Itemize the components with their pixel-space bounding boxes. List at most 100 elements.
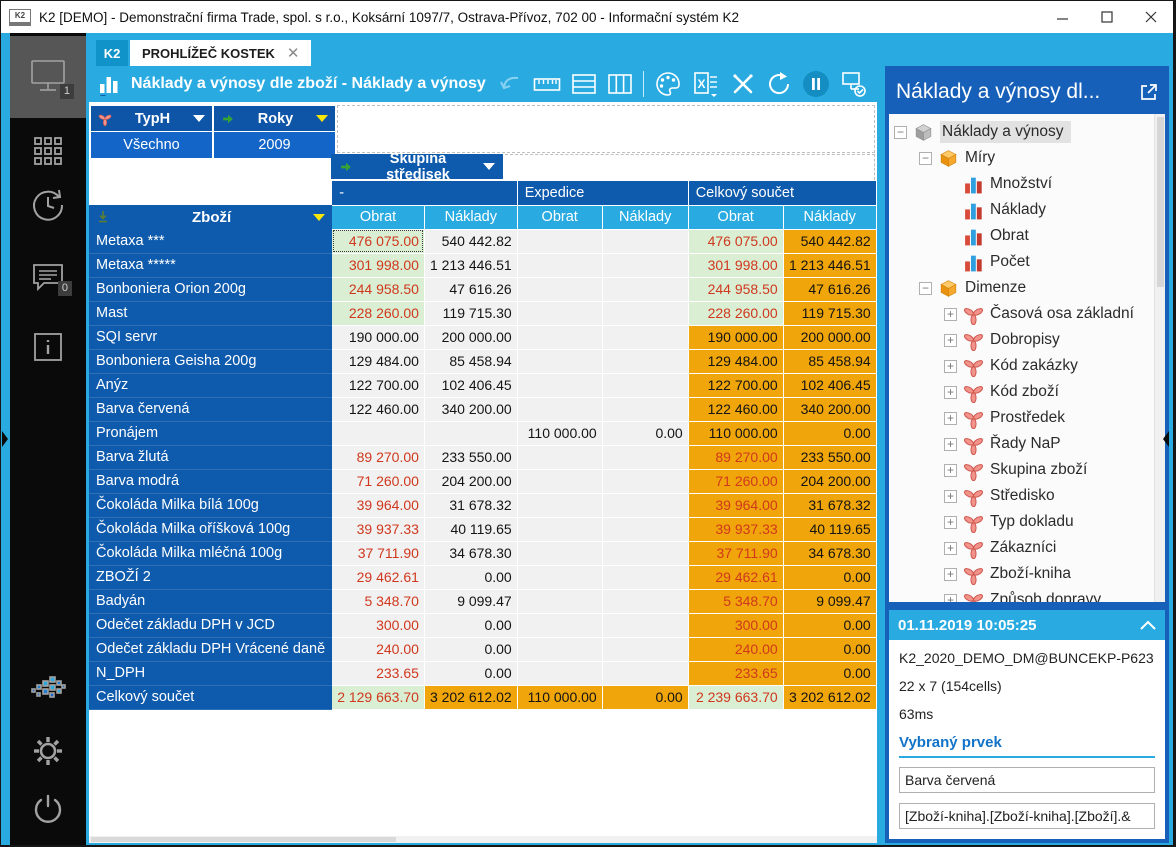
data-cell[interactable]: 240.00 (688, 637, 784, 662)
tree-item[interactable]: − Dimenze (889, 275, 1153, 301)
connection-check-icon[interactable] (840, 70, 868, 98)
sidebar-item-history[interactable] (10, 185, 86, 225)
maximize-button[interactable] (1085, 1, 1129, 33)
data-cell[interactable]: 31 678.32 (783, 493, 877, 518)
data-cell[interactable]: 0.00 (783, 421, 877, 446)
data-cell[interactable]: 228 260.00 (332, 301, 425, 326)
filter-value[interactable]: Všechno (91, 132, 212, 158)
data-cell[interactable] (602, 253, 689, 278)
tree-item[interactable]: + Způsob dopravy (889, 587, 1153, 602)
data-cell[interactable]: 233.65 (332, 661, 425, 686)
tree-item[interactable]: + Typ dokladu (889, 509, 1153, 535)
tree-item[interactable]: Obrat (889, 223, 1153, 249)
tree-expander[interactable]: + (944, 489, 957, 503)
data-cell[interactable]: 0.00 (602, 421, 689, 446)
data-cell[interactable] (424, 421, 518, 446)
data-cell[interactable]: 34 678.30 (783, 541, 877, 566)
data-cell[interactable]: 5 348.70 (332, 589, 425, 614)
data-cell[interactable] (517, 229, 603, 254)
tree-expander[interactable]: + (944, 515, 957, 529)
filter-value[interactable]: 2009 (214, 132, 335, 158)
row-label[interactable]: Barva žlutá (89, 445, 333, 470)
tree-item[interactable]: + Prostředek (889, 405, 1153, 431)
data-cell[interactable]: 39 937.33 (688, 517, 784, 542)
data-cell[interactable]: 0.00 (424, 565, 518, 590)
sidebar-item-info[interactable] (10, 331, 86, 363)
sidebar-item-modules[interactable] (10, 135, 86, 167)
data-cell[interactable] (332, 421, 425, 446)
ruler-icon[interactable] (533, 71, 561, 97)
row-label[interactable]: Čokoláda Milka mléčná 100g (89, 541, 333, 566)
data-cell[interactable]: 47 616.26 (783, 277, 877, 302)
data-cell[interactable]: 300.00 (332, 613, 425, 638)
tree-item[interactable]: + Řady NaP (889, 431, 1153, 457)
measure-header[interactable]: Obrat (517, 205, 603, 230)
data-cell[interactable]: 0.00 (783, 565, 877, 590)
measure-header[interactable]: Náklady (783, 205, 877, 230)
data-cell[interactable]: 3 202 612.02 (424, 685, 518, 710)
data-cell[interactable] (517, 349, 603, 374)
data-cell[interactable]: 39 964.00 (688, 493, 784, 518)
columns-layout-icon[interactable] (607, 71, 633, 97)
row-label[interactable]: ZBOŽÍ 2 (89, 565, 333, 590)
data-cell[interactable]: 0.00 (424, 661, 518, 686)
tree-expander[interactable]: − (919, 151, 932, 165)
excel-export-icon[interactable]: X (692, 70, 720, 98)
tree-expander[interactable]: + (944, 437, 957, 451)
row-label[interactable]: Anýz (89, 373, 333, 398)
row-label[interactable]: Odečet základu DPH v JCD (89, 613, 333, 638)
data-cell[interactable] (517, 325, 603, 350)
data-cell[interactable] (602, 541, 689, 566)
data-cell[interactable] (517, 541, 603, 566)
data-cell[interactable] (602, 661, 689, 686)
open-external-icon[interactable] (1139, 83, 1158, 102)
data-cell[interactable] (517, 517, 603, 542)
data-cell[interactable]: 129 484.00 (332, 349, 425, 374)
scrollbar-thumb[interactable] (91, 837, 396, 842)
dropdown-arrow-icon[interactable] (316, 115, 328, 122)
data-cell[interactable] (517, 253, 603, 278)
selected-element-value[interactable]: Barva červená (899, 767, 1155, 793)
tree-item[interactable]: Množství (889, 171, 1153, 197)
query-info-header[interactable]: 01.11.2019 10:05:25 (889, 610, 1165, 640)
data-cell[interactable] (517, 493, 603, 518)
data-cell[interactable] (602, 613, 689, 638)
data-cell[interactable]: 5 348.70 (688, 589, 784, 614)
data-cell[interactable]: 37 711.90 (332, 541, 425, 566)
undo-icon[interactable] (497, 71, 523, 97)
data-cell[interactable]: 9 099.47 (783, 589, 877, 614)
data-cell[interactable] (602, 397, 689, 422)
data-cell[interactable]: 85 458.94 (424, 349, 518, 374)
data-cell[interactable]: 29 462.61 (688, 565, 784, 590)
data-cell[interactable] (517, 469, 603, 494)
tree-expander[interactable]: + (944, 333, 957, 347)
data-cell[interactable] (517, 397, 603, 422)
tree-item[interactable]: + Středisko (889, 483, 1153, 509)
data-cell[interactable] (602, 565, 689, 590)
data-cell[interactable]: 233 550.00 (424, 445, 518, 470)
tree-expander[interactable]: + (944, 385, 957, 399)
data-cell[interactable]: 31 678.32 (424, 493, 518, 518)
data-cell[interactable]: 0.00 (783, 661, 877, 686)
data-cell[interactable]: 300.00 (688, 613, 784, 638)
tab-k2-home[interactable]: K2 (96, 40, 128, 66)
row-label[interactable]: N_DPH (89, 661, 333, 686)
column-group-header[interactable]: Expedice (517, 181, 689, 206)
data-cell[interactable]: 110 000.00 (688, 421, 784, 446)
tree-item[interactable]: Náklady (889, 197, 1153, 223)
data-cell[interactable]: 340 200.00 (424, 397, 518, 422)
sort-ascending-icon[interactable] (96, 210, 110, 224)
measure-header[interactable]: Obrat (688, 205, 784, 230)
data-cell[interactable] (602, 373, 689, 398)
data-cell[interactable]: 9 099.47 (424, 589, 518, 614)
horizontal-scrollbar[interactable] (89, 836, 877, 843)
customize-tools-icon[interactable] (730, 71, 756, 97)
data-cell[interactable]: 340 200.00 (783, 397, 877, 422)
row-label[interactable]: Metaxa ***** (89, 253, 333, 278)
data-cell[interactable]: 89 270.00 (688, 445, 784, 470)
row-label[interactable]: Bonboniera Orion 200g (89, 277, 333, 302)
data-cell[interactable]: 119 715.30 (424, 301, 518, 326)
rows-layout-icon[interactable] (571, 71, 597, 97)
data-cell[interactable]: 0.00 (424, 613, 518, 638)
data-cell[interactable] (602, 589, 689, 614)
